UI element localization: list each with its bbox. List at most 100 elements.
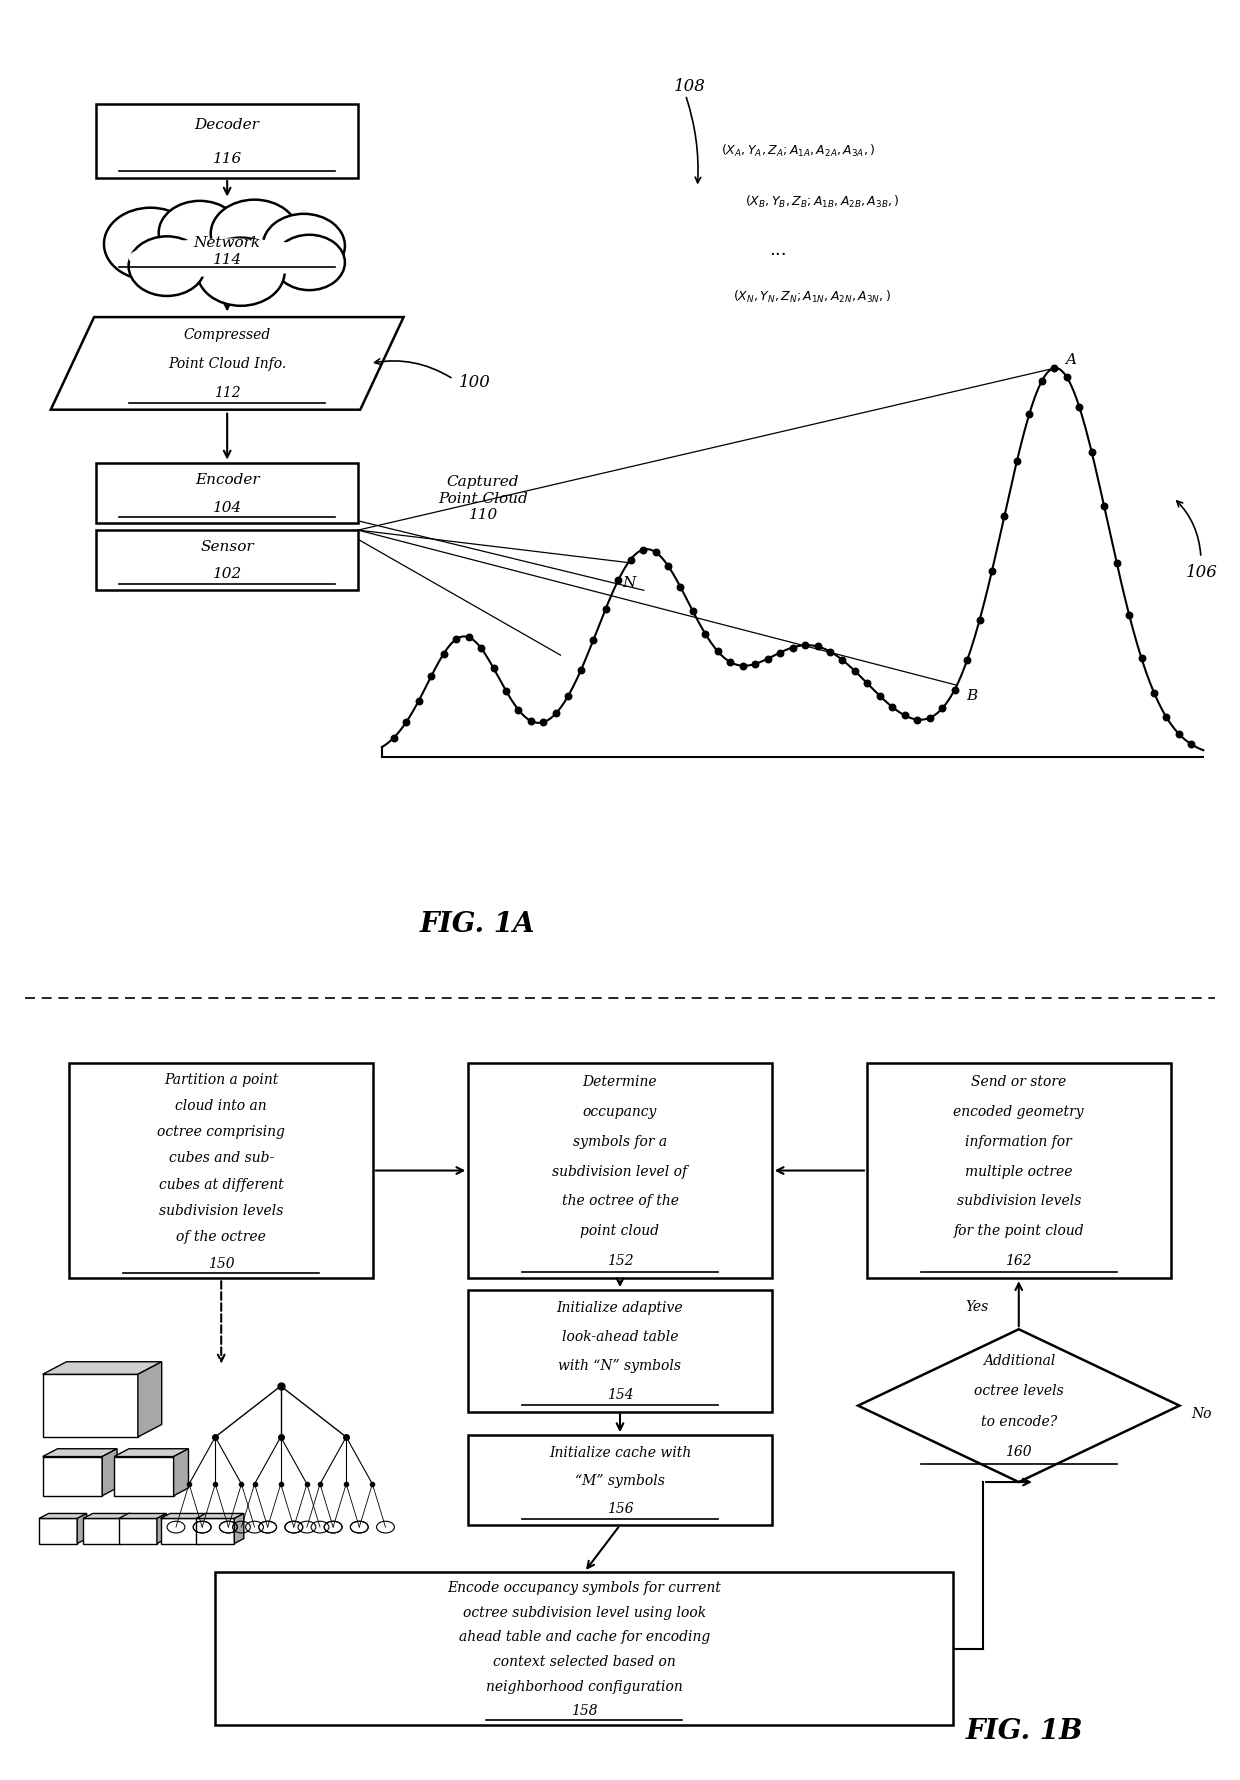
Point [508,696,528,724]
Point [1169,721,1189,749]
Text: FIG. 1B: FIG. 1B [966,1718,1084,1744]
Point [422,662,441,691]
Point [683,598,703,627]
Point [546,700,565,728]
Point [397,708,417,737]
FancyBboxPatch shape [69,1063,373,1278]
FancyBboxPatch shape [469,1435,771,1525]
Point [608,566,627,595]
Circle shape [197,239,285,306]
Point [1044,354,1064,383]
Text: ...: ... [769,242,786,260]
Point [671,573,691,602]
Text: the octree of the: the octree of the [562,1194,678,1209]
Text: to encode?: to encode? [981,1413,1056,1428]
Point [409,687,429,716]
Polygon shape [77,1513,87,1543]
Polygon shape [160,1513,208,1518]
Text: “M” symbols: “M” symbols [575,1474,665,1488]
Point [832,646,852,675]
Polygon shape [83,1518,122,1543]
Point [1094,493,1114,522]
Text: 100: 100 [459,374,491,392]
Text: cubes at different: cubes at different [159,1177,284,1191]
Text: Send or store: Send or store [971,1073,1066,1088]
Text: octree levels: octree levels [973,1383,1064,1397]
Polygon shape [102,1449,117,1495]
Point [920,705,940,733]
FancyBboxPatch shape [216,1572,954,1725]
Text: subdivision levels: subdivision levels [956,1194,1081,1209]
Text: subdivision level of: subdivision level of [553,1164,687,1178]
Polygon shape [42,1456,102,1495]
Polygon shape [114,1449,188,1456]
FancyBboxPatch shape [867,1063,1171,1278]
Polygon shape [138,1362,161,1436]
Text: Point Cloud Info.: Point Cloud Info. [169,358,286,372]
Polygon shape [42,1362,161,1374]
Polygon shape [122,1513,130,1543]
Text: cubes and sub-: cubes and sub- [169,1150,274,1164]
Text: 160: 160 [1006,1445,1032,1458]
Point [807,634,827,662]
Point [758,644,777,673]
Point [1069,393,1089,422]
Text: multiple octree: multiple octree [965,1164,1073,1178]
Point [720,648,740,676]
Point [932,694,952,723]
Text: Yes: Yes [966,1299,990,1314]
Point [621,546,641,575]
Circle shape [129,237,206,297]
Text: subdivision levels: subdivision levels [159,1203,284,1218]
Point [844,657,864,685]
Point [1132,644,1152,673]
Polygon shape [196,1518,234,1543]
Text: $(X_N, Y_N, Z_N; A_{1N}, A_{2N}, A_{3N},)$: $(X_N, Y_N, Z_N; A_{1N}, A_{2N}, A_{3N},… [733,288,892,304]
Point [733,651,753,680]
Point [384,724,404,753]
Point [658,552,678,580]
Point [696,621,715,650]
Text: Initialize adaptive: Initialize adaptive [557,1301,683,1315]
Text: for the point cloud: for the point cloud [954,1223,1084,1237]
Text: octree comprising: octree comprising [157,1125,285,1139]
Polygon shape [40,1518,77,1543]
Text: 158: 158 [570,1703,598,1718]
FancyBboxPatch shape [97,105,358,180]
Text: of the octree: of the octree [176,1230,267,1244]
Point [1107,548,1127,577]
Text: Sensor: Sensor [201,539,254,554]
Text: ahead table and cache for encoding: ahead table and cache for encoding [459,1629,711,1643]
Point [745,650,765,678]
Point [634,536,653,564]
Point [570,657,590,685]
Point [1182,730,1202,758]
Point [533,708,553,737]
Polygon shape [174,1449,188,1495]
Point [795,632,815,660]
Point [1145,678,1164,707]
Text: Determine: Determine [583,1073,657,1088]
Polygon shape [160,1518,198,1543]
Text: encoded geometry: encoded geometry [954,1104,1084,1118]
Point [908,707,928,735]
FancyBboxPatch shape [469,1290,771,1412]
Text: 152: 152 [606,1253,634,1267]
Point [459,623,479,651]
Point [982,557,1002,586]
Polygon shape [114,1456,174,1495]
Point [496,676,516,705]
Point [945,676,965,705]
Text: 162: 162 [1006,1253,1032,1267]
Point [782,634,802,662]
Text: Additional: Additional [982,1353,1055,1367]
Text: Encode occupancy symbols for current: Encode occupancy symbols for current [448,1581,722,1595]
Text: octree subdivision level using look: octree subdivision level using look [463,1606,706,1618]
Point [646,539,666,568]
Point [1019,400,1039,429]
Ellipse shape [129,239,326,278]
Text: 154: 154 [606,1387,634,1401]
Text: Network: Network [193,237,260,249]
Point [1120,602,1140,630]
Point [994,502,1014,530]
